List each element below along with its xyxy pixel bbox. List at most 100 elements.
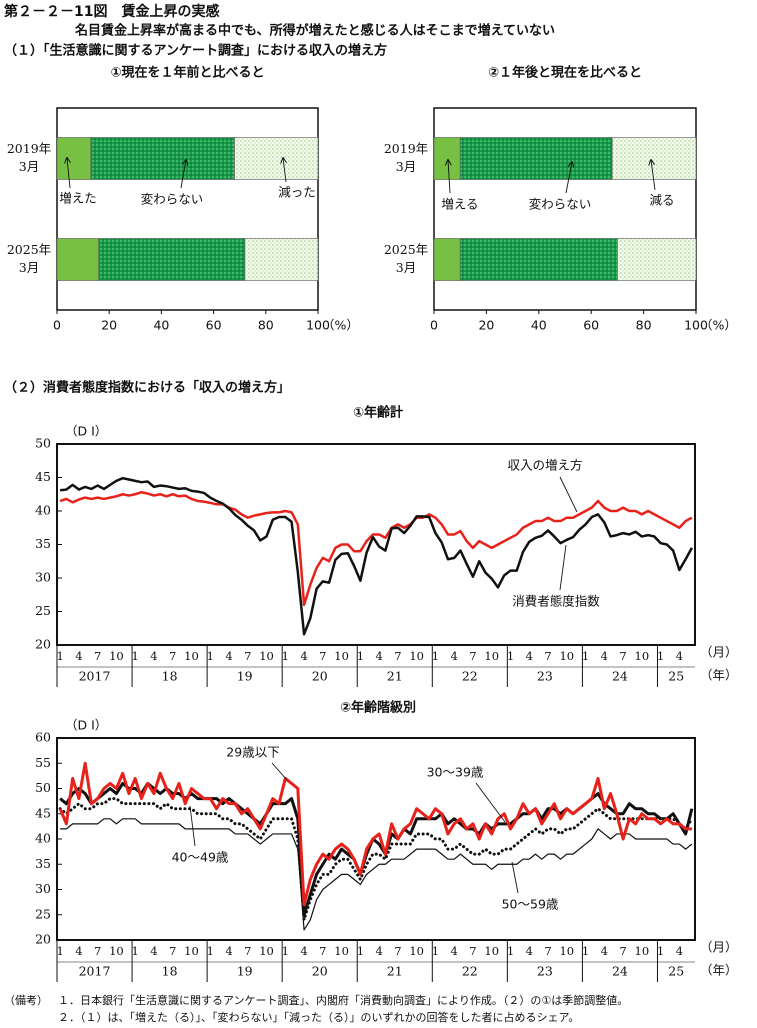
annotation-leader — [283, 158, 286, 183]
x-tick-label: 1 — [432, 944, 439, 958]
chart-title: ①年齢計 — [353, 405, 403, 421]
x-tick-label: 4 — [75, 649, 82, 663]
x-tick-label: 7 — [169, 944, 176, 958]
y-tick-label: 50 — [35, 780, 51, 795]
x-tick-label: 1 — [507, 649, 514, 663]
x-tick-label: 4 — [300, 649, 307, 663]
x-tick-label: 10 — [334, 649, 349, 663]
bar-segment — [617, 238, 697, 281]
x-tick-label: 4 — [526, 649, 533, 663]
y-tick-label: 30 — [35, 570, 51, 585]
annotation-leader — [559, 476, 578, 513]
y-category-label: 2025年 — [7, 242, 51, 257]
x-group-label: 25 — [668, 964, 684, 979]
x-group-label: 21 — [387, 669, 403, 684]
x-tick-label: 80 — [636, 318, 652, 333]
x-tick-label: 4 — [451, 649, 458, 663]
x-tick-label: 20 — [478, 318, 494, 333]
x-tick-label: 10 — [409, 649, 424, 663]
x-tick-label: 10 — [109, 649, 124, 663]
annotation-leader — [565, 162, 572, 194]
chart-title: ②１年後と現在を比べると — [488, 65, 642, 81]
series-line — [58, 797, 694, 922]
y-category-label: 2019年 — [384, 141, 428, 156]
y-tick-label: 20 — [35, 637, 51, 652]
x-tick-label: 4 — [451, 944, 458, 958]
x-tick-label: 10 — [635, 944, 650, 958]
series-line — [59, 476, 693, 636]
y-category-label: 3月 — [396, 159, 416, 174]
x-tick-label: 4 — [676, 944, 683, 958]
x-tick-label: 4 — [375, 649, 382, 663]
note: ２．（１）は、「増えた（る）」、「変わらない」「減った（る）」のいずれかの回答を… — [58, 1010, 579, 1024]
x-tick-label: 1 — [357, 649, 364, 663]
x-tick-label: 1 — [56, 649, 63, 663]
series-label: 29歳以下 — [226, 745, 279, 760]
y-axis-label: （D I） — [65, 424, 107, 439]
x-group-label: 19 — [237, 669, 253, 684]
bar-segment — [433, 238, 461, 281]
x-tick-label: 10 — [635, 649, 650, 663]
y-tick-label: 45 — [35, 469, 51, 484]
x-tick-label: 1 — [507, 944, 514, 958]
annotation-leader — [448, 160, 450, 194]
x-tick-label: 7 — [394, 944, 401, 958]
x-tick-label: 7 — [469, 944, 476, 958]
x-group-label: 19 — [237, 964, 253, 979]
x-tick-label: 100 — [684, 318, 708, 333]
x-tick-label: 1 — [657, 944, 664, 958]
x-tick-label: 1 — [432, 649, 439, 663]
bar-segment — [459, 238, 618, 281]
x-tick-label: 7 — [619, 649, 626, 663]
x-tick-label: 4 — [225, 649, 232, 663]
x-unit: （%） — [322, 318, 359, 333]
bar-segment — [459, 137, 613, 180]
x-tick-label: 4 — [601, 649, 608, 663]
bar-segment — [98, 238, 246, 281]
x-tick-label: 1 — [207, 944, 214, 958]
x-group-label: 23 — [537, 964, 553, 979]
x-tick-label: 60 — [583, 318, 599, 333]
x-tick-label: 4 — [601, 944, 608, 958]
x-tick-label: 80 — [258, 318, 274, 333]
series-label: 増える — [441, 197, 478, 212]
x-tick-label: 10 — [559, 649, 574, 663]
x-tick-label: 7 — [244, 649, 251, 663]
y-tick-label: 25 — [35, 603, 51, 618]
x-tick-label: 10 — [109, 944, 124, 958]
y-tick-label: 20 — [35, 932, 51, 947]
x-tick-label: 1 — [282, 944, 289, 958]
series-label: 減る — [649, 193, 674, 208]
x-group-label: 22 — [462, 964, 478, 979]
x-tick-label: 10 — [559, 944, 574, 958]
y-tick-label: 45 — [35, 805, 51, 820]
y-category-label: 3月 — [19, 159, 39, 174]
x-tick-label: 10 — [259, 649, 274, 663]
x-tick-label: 7 — [319, 649, 326, 663]
x-tick-label: 1 — [357, 944, 364, 958]
x-tick-label: 10 — [184, 944, 199, 958]
chart-title: ①現在を１年前と比べると — [110, 65, 264, 81]
series-line — [59, 490, 693, 607]
y-axis-label: （D I） — [65, 718, 107, 733]
x-tick-label: 10 — [484, 649, 499, 663]
x-tick-label: 1 — [56, 944, 63, 958]
x-tick-label: 1 — [282, 649, 289, 663]
annotation-leader — [511, 861, 519, 894]
series-label: 変わらない — [141, 192, 204, 207]
x-group-label: 20 — [312, 964, 328, 979]
x-tick-label: 7 — [94, 944, 101, 958]
y-tick-label: 30 — [35, 881, 51, 896]
y-tick-label: 35 — [35, 536, 51, 551]
y-category-label: 2025年 — [384, 242, 428, 257]
bar-segment — [433, 137, 461, 180]
x-group-label: 24 — [612, 669, 628, 684]
x-tick-label: 4 — [375, 944, 382, 958]
series-line — [60, 818, 693, 931]
x-tick-label: 7 — [319, 944, 326, 958]
x-tick-label: 7 — [169, 649, 176, 663]
x-group-label: 21 — [387, 964, 403, 979]
x-group-label: 18 — [162, 964, 178, 979]
figure-title: 第２－２－11図 賃金上昇の実感 — [4, 3, 219, 20]
